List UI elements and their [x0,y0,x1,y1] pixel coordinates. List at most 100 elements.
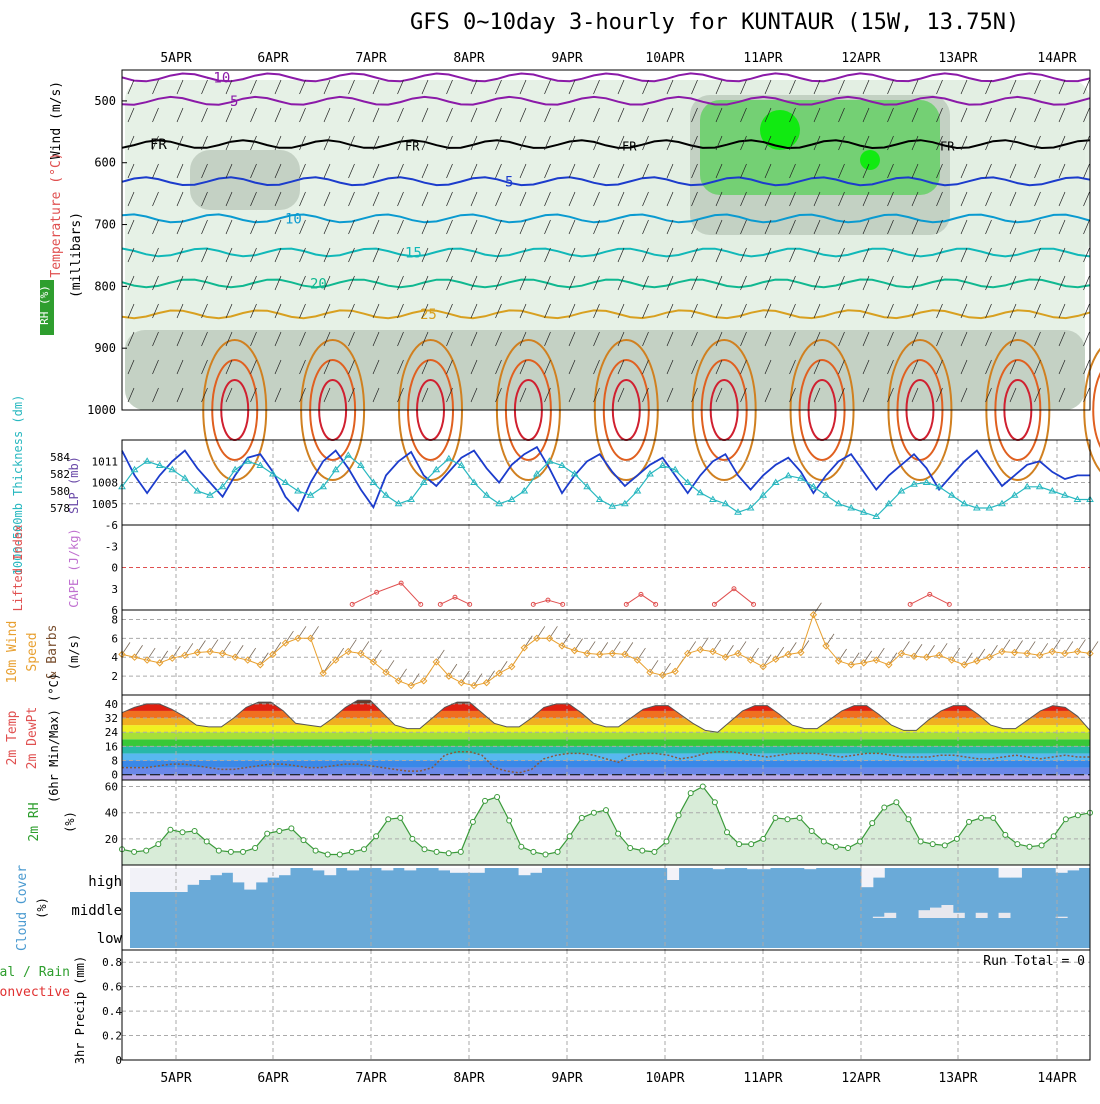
wind-barb [666,303,674,319]
wind-barb [250,79,257,95]
temp-label-b: 2m DewPt [25,707,40,770]
wind-barb [372,163,380,179]
wind-barb [715,387,723,403]
rh-shading [760,110,800,150]
wind-barb [862,79,870,95]
wind-barb [544,387,551,403]
wind-barb [274,219,282,235]
wind-barb [152,163,159,179]
wind-barb [593,331,600,347]
wind-barb [666,275,674,291]
cloud-high-bar [347,868,360,871]
wind-barb [789,219,796,235]
cloud-mid-bar [930,907,942,918]
isotherm-line [121,309,1091,320]
wind-speed-marker [281,639,290,647]
rh2m-marker [651,848,658,855]
wind-barb [764,79,772,95]
wind-barb [1058,387,1066,403]
wind-barb [666,331,674,347]
li-marker [418,601,424,607]
wind-barb [225,135,233,151]
wind-barb [617,387,625,403]
wind-barb [127,219,135,235]
pressure-tick: 700 [94,218,116,232]
wind-barb [544,331,551,347]
isotherm-label: -10 [205,70,230,86]
wind-barb [274,359,282,375]
wind-barb [1058,135,1066,151]
thickness-marker [193,487,202,494]
cloud-high-bar [187,868,200,885]
li-line [351,582,422,605]
wind-barb [593,387,600,403]
wind-barb [446,219,453,235]
rh2m-marker [373,833,380,840]
thickness-marker [620,499,629,507]
wind-barb [593,163,600,179]
wind-barb [274,275,282,291]
wind-speed-marker [558,642,566,650]
wind-barb [470,107,478,123]
wind-barb [176,303,184,319]
temp-tick: 24 [105,726,119,739]
wind-barb [348,303,355,319]
thickness-marker [130,465,139,473]
wind-barb [1009,79,1017,95]
wind-barb [715,219,723,235]
wind-speed-marker [633,656,642,664]
wind-barb [838,275,845,291]
wind-barb [250,107,257,123]
wind-barb [691,135,698,151]
wind-barb [568,191,576,207]
date-label-top: 9APR [551,51,582,66]
wind-barb [421,247,429,263]
wind-barb [666,191,674,207]
thickness-marker [859,508,868,515]
wind-barb [470,359,478,375]
wind-barb [862,163,870,179]
wind-barb [985,303,992,319]
thickness-marker [834,499,843,507]
li-marker [467,601,473,607]
wind-barb [960,163,968,179]
wind-barb [250,219,257,235]
thickness-marker [532,470,541,477]
mb-axis-label: (millibars) [69,212,84,298]
wind-barb [887,387,894,403]
rh2m-marker [240,848,246,855]
pressure-tick: 900 [94,341,116,355]
wind-barb [862,359,870,375]
rh2m-marker [941,842,948,849]
wind-barb [176,107,184,123]
thickness-marker [847,504,856,511]
isotherm-line [121,213,1091,224]
wind-barb [642,135,649,151]
wind-barb [1034,275,1041,291]
pressure-tick: 1000 [87,403,116,417]
wind-barb [1083,191,1090,207]
wind-barb [250,359,257,375]
wind-barb [495,219,502,235]
wind-barb [323,303,331,319]
cloud-unit-label: (%) [35,897,49,919]
wind-barb [201,107,208,123]
cloud-high-bar [804,868,817,870]
cloud-high-bar [518,868,531,876]
wind-barb [495,135,502,151]
wind-barb [274,79,282,95]
wind-barb [470,79,478,95]
isotherm-line [121,278,1091,289]
wind-barb [1009,191,1017,207]
thickness-marker [671,465,680,473]
wind-barb [642,247,649,263]
wind-barb [225,303,233,319]
wind-barb [862,275,870,291]
wind-speed-marker [319,669,327,677]
thickness-marker [922,478,931,485]
wind-barb [446,163,453,179]
wind-barb [519,359,527,375]
li-marker [452,594,458,600]
wind-speed-marker [457,679,466,687]
